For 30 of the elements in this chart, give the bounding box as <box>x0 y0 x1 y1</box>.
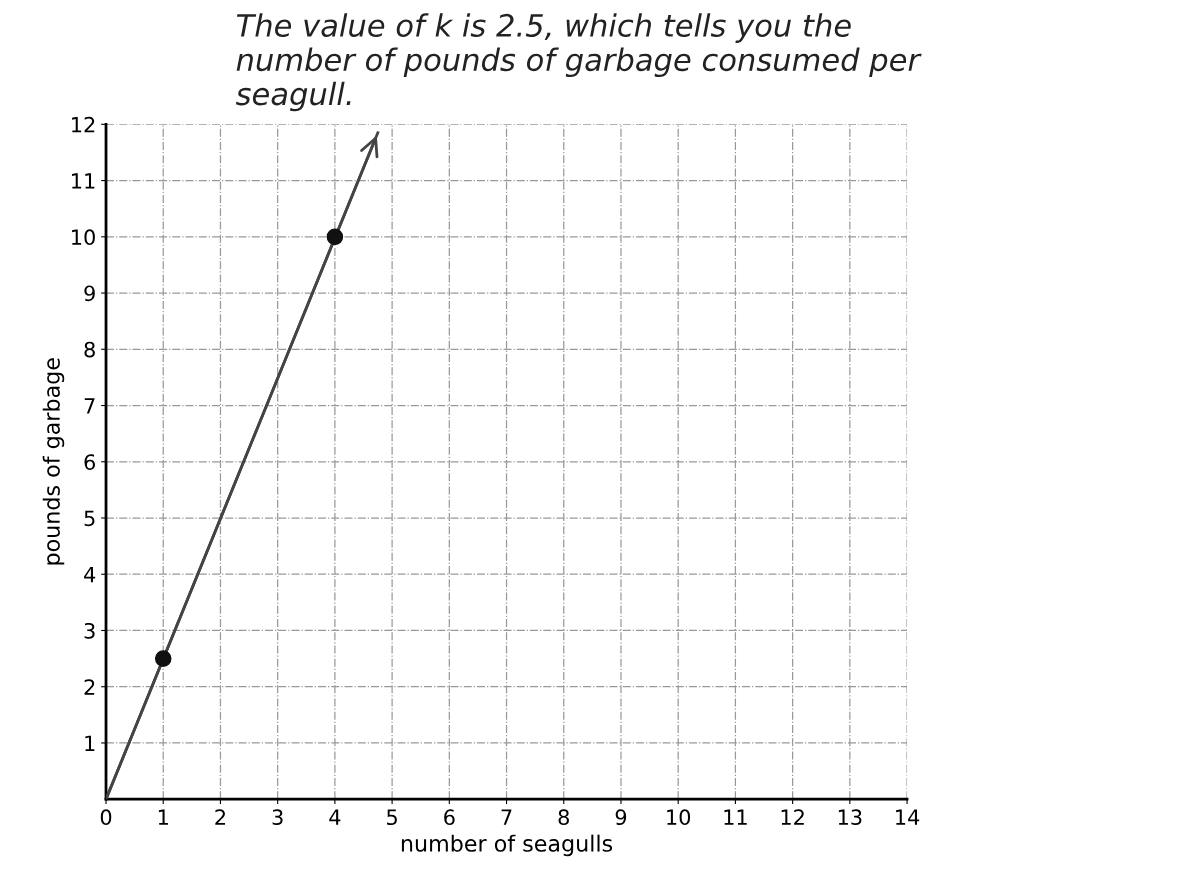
x-axis-title: number of seagulls <box>401 834 613 857</box>
y-tick-label: 10 <box>72 229 95 246</box>
x-tick-label: 12 <box>781 809 804 825</box>
y-tick-label: 8 <box>84 341 95 358</box>
x-tick-label: 11 <box>724 809 747 825</box>
x-tick-label: 9 <box>615 809 627 826</box>
x-tick-label: 1 <box>158 809 168 825</box>
x-tick-label: 7 <box>501 809 512 825</box>
y-tick-label: 2 <box>84 679 95 695</box>
y-axis-title: pounds of garbage <box>42 358 65 565</box>
x-tick-label: 13 <box>838 809 862 826</box>
x-tick-label: 10 <box>667 809 691 826</box>
y-tick-label: 9 <box>84 285 95 302</box>
y-tick-label: 12 <box>72 116 95 133</box>
y-tick-label: 4 <box>84 566 96 583</box>
x-tick-label: 8 <box>558 809 569 826</box>
y-tick-label: 7 <box>84 398 95 414</box>
y-tick-label: 3 <box>84 622 95 639</box>
x-tick-label: 3 <box>272 809 283 826</box>
x-tick-label: 14 <box>896 809 920 825</box>
y-tick-label: 5 <box>84 510 95 527</box>
y-tick-label: 1 <box>85 735 95 751</box>
x-tick-label: 0 <box>100 809 112 826</box>
text: The value of k is 2.5, which tells you the number of pounds of garbage consumed per seagull. <box>235 13 922 112</box>
x-tick-label: 2 <box>215 809 225 825</box>
y-tick-label: 11 <box>72 173 95 189</box>
y-tick-label: 6 <box>84 454 95 470</box>
x-tick-label: 6 <box>444 809 455 826</box>
x-tick-label: 4 <box>329 809 341 825</box>
x-tick-label: 5 <box>387 809 397 826</box>
